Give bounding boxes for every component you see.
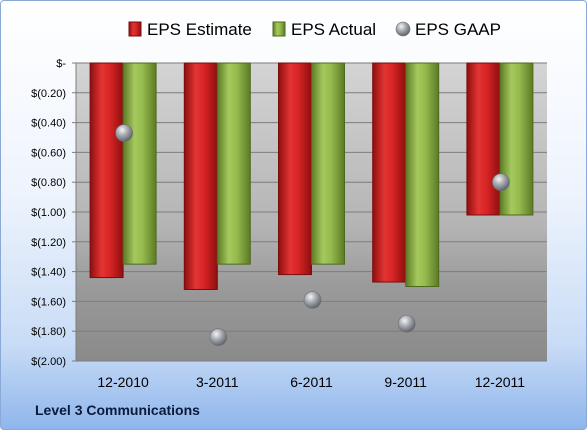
y-tick-label: $(0.20)	[31, 88, 66, 100]
y-tick-label: $(1.00)	[31, 207, 66, 219]
y-tick-label: $(1.40)	[31, 267, 66, 279]
company-name: Level 3 Communications	[35, 402, 200, 418]
x-tick-label: 3-2011	[196, 374, 239, 390]
eps-gaap-marker	[303, 291, 322, 309]
eps-estimate-bar	[466, 62, 501, 216]
x-tick-label: 12-2010	[97, 374, 149, 390]
eps-gaap-marker	[209, 328, 228, 346]
legend-label: EPS GAAP	[415, 20, 501, 39]
y-tick-label: $-	[56, 58, 66, 70]
legend-label: EPS Estimate	[147, 20, 252, 39]
legend-marker-eps-gaap	[395, 21, 411, 37]
eps-gaap-marker	[397, 314, 416, 333]
eps-actual-bar	[311, 62, 345, 265]
eps-estimate-bar	[183, 62, 218, 290]
eps-estimate-bar	[89, 62, 124, 279]
x-tick-label: 9-2011	[384, 374, 427, 390]
y-tick-label: $(1.60)	[31, 296, 66, 308]
x-tick-label: 12-2011	[475, 374, 526, 390]
y-tick-label: $(1.80)	[31, 326, 66, 338]
eps-actual-bar	[499, 62, 534, 216]
y-tick-label: $(0.60)	[31, 147, 66, 159]
eps-actual-bar	[216, 62, 251, 265]
y-tick-label: $(1.20)	[31, 237, 66, 249]
eps-actual-bar	[405, 62, 440, 287]
eps-gaap-marker	[492, 173, 510, 191]
x-tick-label: 6-2011	[290, 374, 333, 390]
eps-estimate-bar	[278, 62, 312, 276]
y-tick-label: $(2.00)	[31, 356, 66, 368]
legend-label: EPS Actual	[291, 20, 376, 39]
legend-swatch-eps-actual	[272, 21, 286, 37]
eps-actual-bar	[122, 62, 157, 265]
eps-gaap-marker	[115, 124, 133, 142]
y-tick-label: $(0.80)	[31, 177, 66, 189]
y-tick-label: $(0.40)	[31, 118, 66, 130]
eps-estimate-bar	[372, 62, 407, 283]
legend-swatch-eps-estimate	[128, 21, 142, 37]
